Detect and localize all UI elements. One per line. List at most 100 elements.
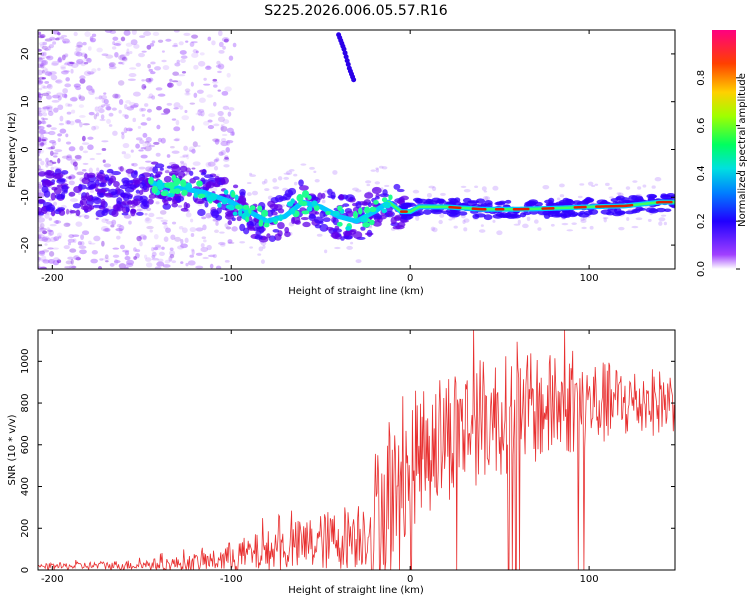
spectrogram-band-blob [416, 198, 428, 204]
spectrogram-noise-blob [46, 227, 50, 231]
spectrogram-band-blob [505, 199, 512, 204]
spectrogram-band-blob [98, 192, 104, 198]
spectrogram-noise-blob [104, 30, 113, 33]
spectrogram-band-blob [103, 192, 112, 196]
spectrogram-noise-blob [47, 233, 52, 237]
spectrogram-band-blob [402, 202, 411, 207]
spectrogram-noise-blob [260, 259, 265, 264]
spectrogram-band-blob [522, 211, 532, 216]
spectrogram-band-blob [69, 210, 77, 214]
spectrogram-noise-blob [631, 225, 639, 229]
spectrogram-noise-blob [70, 175, 76, 179]
spectrogram-band-blob [56, 184, 64, 188]
spectrogram-y-label: Frequency (Hz) [7, 112, 18, 188]
spectrogram-noise-blob [609, 196, 614, 199]
spectrogram-band-blob [150, 161, 159, 165]
spectrogram-noise-blob [144, 145, 152, 152]
spectrogram-noise-blob [38, 95, 42, 101]
spectrogram-noise-blob [68, 146, 76, 152]
spectrogram-noise-blob [51, 60, 60, 66]
spectrogram-noise-blob [172, 71, 179, 76]
spectrogram-noise-blob [71, 265, 77, 269]
x-tick-label: -200 [41, 574, 64, 585]
spectrogram-noise-blob [116, 235, 121, 240]
spectrogram-noise-blob [81, 168, 87, 172]
spectrogram-noise-blob [139, 107, 144, 112]
spectrogram-noise-blob [285, 170, 293, 176]
spectrogram-noise-blob [83, 70, 92, 76]
spectrogram-noise-blob [80, 234, 85, 240]
spectrogram-noise-blob [128, 220, 132, 225]
spectrogram-noise-blob [38, 76, 45, 80]
spectrogram-noise-blob [62, 88, 68, 94]
spectrogram-noise-blob [38, 125, 45, 131]
spectrogram-noise-blob [42, 106, 50, 110]
spectrogram-band-blob [183, 201, 188, 210]
spectrogram-noise-blob [190, 41, 198, 44]
spectrogram-noise-blob [225, 226, 232, 230]
spectrogram-noise-blob [41, 236, 50, 241]
spectrogram-noise-blob [78, 104, 85, 108]
spectrogram-noise-blob [616, 192, 622, 195]
ridge-peak-blob [358, 207, 363, 215]
snr-frame [37, 329, 676, 571]
spectrogram-noise-blob [97, 105, 104, 110]
spectrogram-noise-blob [70, 258, 74, 265]
spectrogram-noise-blob [197, 60, 206, 67]
spectrogram-noise-blob [227, 111, 232, 117]
spectrogram-noise-blob [60, 66, 67, 70]
spectrogram-noise-blob [102, 257, 110, 261]
spectrogram-noise-blob [57, 138, 61, 143]
spectrogram-noise-blob [38, 120, 42, 125]
spectrogram-noise-blob [66, 111, 72, 115]
ridge-peak-blob [185, 182, 193, 191]
spectrogram-noise-blob [153, 247, 159, 251]
spectrogram-noise-blob [221, 138, 227, 143]
colorbar-tick-label: 0.6 [696, 118, 707, 134]
spectrogram-noise-blob [50, 166, 54, 171]
spectrogram-noise-blob [154, 246, 162, 250]
ridge-peak-blob [157, 184, 164, 191]
spectrogram-noise-blob [111, 219, 117, 226]
spectrogram-noise-blob [201, 236, 207, 240]
spectrogram-noise-blob [483, 190, 488, 193]
spectrogram-noise-blob [82, 162, 89, 165]
spectrogram-noise-blob [618, 226, 625, 231]
spectrogram-noise-blob [249, 174, 257, 177]
spectrogram-noise-blob [118, 109, 122, 114]
spectrogram-noise-blob [170, 146, 175, 149]
spectrogram-noise-blob [559, 183, 565, 188]
spectrogram-noise-blob [106, 221, 114, 225]
spectrogram-noise-blob [63, 222, 71, 228]
spectrogram-noise-blob [180, 243, 188, 249]
spectrogram-noise-blob [139, 139, 145, 144]
spectrogram-noise-blob [180, 238, 184, 245]
spectrogram-band-blob [174, 195, 185, 202]
spectrogram-band-blob [43, 172, 52, 176]
spectrogram-noise-blob [594, 183, 599, 186]
ridge-peak-blob [151, 185, 158, 194]
spectrogram-band-blob [584, 197, 595, 203]
spectrogram-noise-blob [123, 153, 131, 159]
spectrogram-noise-blob [87, 144, 94, 151]
spectrogram-band-blob [319, 223, 329, 232]
spectrogram-noise-blob [61, 54, 66, 61]
spectrogram-noise-blob [165, 227, 171, 234]
ridge-hot-segment [471, 207, 487, 211]
ridge-peak-blob [298, 199, 304, 206]
spectrogram-noise-blob [51, 247, 59, 250]
spectrogram-noise-blob [48, 130, 56, 136]
spectrogram-noise-blob [57, 104, 64, 111]
spectrogram-noise-blob [249, 246, 254, 249]
spectrogram-noise-blob [61, 93, 68, 98]
spectrogram-noise-blob [215, 221, 219, 226]
spectrogram-noise-blob [38, 56, 43, 62]
spectrogram-band-blob [372, 220, 382, 227]
spectrogram-noise-blob [191, 34, 199, 39]
ridge-peak-blob [352, 210, 358, 219]
spectrogram-noise-blob [75, 51, 83, 57]
spectrogram-noise-blob [39, 43, 45, 48]
spectrogram-noise-blob [38, 236, 43, 239]
spectrogram-noise-blob [102, 228, 110, 232]
